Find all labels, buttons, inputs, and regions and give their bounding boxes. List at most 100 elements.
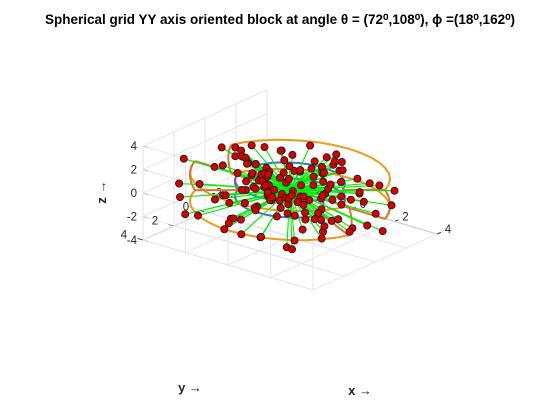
grid-point [251, 160, 260, 169]
grid-point [301, 215, 310, 224]
grid-point [322, 153, 331, 162]
y-tick-label: 0 [183, 201, 189, 213]
radial-spoke [267, 173, 291, 191]
grid-point [337, 192, 346, 201]
grid-floor-x [312, 233, 438, 291]
grid-point [221, 191, 230, 200]
grid-point [210, 195, 219, 204]
grid-point [293, 197, 302, 206]
grid-point [328, 195, 337, 204]
plot-area [175, 138, 399, 254]
y-tick-label: 4 [121, 229, 128, 241]
z-tick-label: 2 [131, 165, 137, 177]
grid-point [378, 227, 387, 236]
grid-point [290, 236, 299, 245]
grid-point [327, 216, 336, 225]
grid-point [363, 221, 372, 230]
radial-spoke [289, 184, 380, 191]
grid-point [298, 225, 307, 234]
block-edge-phi [188, 189, 349, 242]
grid-floor-y [142, 239, 314, 291]
grid-point [236, 215, 245, 224]
y-tick-label: -2 [212, 187, 222, 199]
x-tick-label: 4 [445, 224, 452, 236]
grid-point [279, 168, 288, 177]
grid-floor-y [173, 225, 345, 277]
grid-point [243, 159, 252, 168]
grid-point [175, 179, 184, 188]
grid-point [309, 172, 318, 181]
grid-point [251, 184, 260, 193]
grid-point [251, 206, 260, 215]
z-tick-label: -4 [127, 235, 138, 247]
grid-point [193, 211, 202, 220]
grid-point [276, 203, 285, 212]
points [175, 141, 399, 254]
grid-point [337, 200, 346, 209]
grid-point [229, 214, 238, 223]
block-edge-radial [321, 214, 350, 237]
radial-spoke [289, 156, 328, 191]
grid-point [309, 181, 318, 190]
y-axis-label: y → [178, 380, 202, 395]
grid-point [306, 141, 315, 150]
grid-point [317, 234, 326, 243]
grid-point [248, 169, 257, 178]
grid-point [280, 156, 289, 165]
grid-point [359, 197, 368, 206]
grid-left-y-horizontal [142, 113, 268, 170]
grid-point [355, 188, 364, 197]
radial-spoke [289, 189, 395, 192]
grid-point [240, 198, 249, 207]
grid-point [284, 174, 293, 183]
grid-point [217, 143, 226, 152]
y-tick-mark [137, 237, 144, 241]
grid-point [283, 209, 292, 218]
z-tick-label: 4 [131, 141, 138, 153]
grid-point [195, 179, 204, 188]
grid-point [296, 166, 305, 175]
grid-point [307, 164, 316, 173]
grid-point [287, 245, 296, 254]
grid-point [336, 177, 345, 186]
grid-point [257, 232, 266, 241]
grid-point [375, 181, 384, 190]
grid-point [346, 195, 355, 204]
grid-point [345, 227, 354, 236]
grid-point [319, 168, 328, 177]
grid-point [334, 215, 343, 224]
z-tick-label: -2 [127, 212, 137, 224]
grid-point [179, 154, 188, 163]
grid-point [175, 193, 184, 202]
grid-point [247, 141, 256, 150]
grid-point [310, 157, 319, 166]
grid-point [225, 198, 234, 207]
grid-point [268, 193, 277, 202]
grid-point [220, 225, 229, 234]
grid-point [290, 211, 299, 220]
grid-point [305, 195, 314, 204]
grid-point [319, 177, 328, 186]
x-tick-mark [436, 231, 442, 235]
grid-point [218, 161, 227, 170]
grid-point [320, 222, 329, 231]
y-tick-label: 2 [152, 215, 158, 227]
grid-point [272, 212, 281, 221]
grid-point [276, 146, 285, 155]
x-tick-mark [394, 219, 399, 222]
grid-floor-x [270, 221, 395, 278]
grid-point [338, 166, 347, 175]
grid-point [387, 201, 396, 210]
grid-point [181, 210, 190, 219]
grid-point [242, 177, 251, 186]
block-edge-theta [227, 144, 233, 174]
grid-point [261, 181, 270, 190]
grid-point [365, 179, 374, 188]
chart-title: Spherical grid YY axis oriented block at… [45, 12, 515, 27]
x-axis-label: x → [348, 383, 372, 398]
grid-point [297, 181, 306, 190]
grid-point [314, 209, 323, 218]
grid-point [330, 157, 339, 166]
block-edge-theta [188, 160, 196, 191]
grid-point [318, 191, 327, 200]
